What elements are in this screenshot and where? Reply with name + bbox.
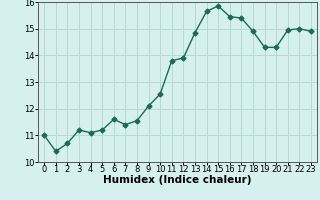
X-axis label: Humidex (Indice chaleur): Humidex (Indice chaleur) <box>103 175 252 185</box>
